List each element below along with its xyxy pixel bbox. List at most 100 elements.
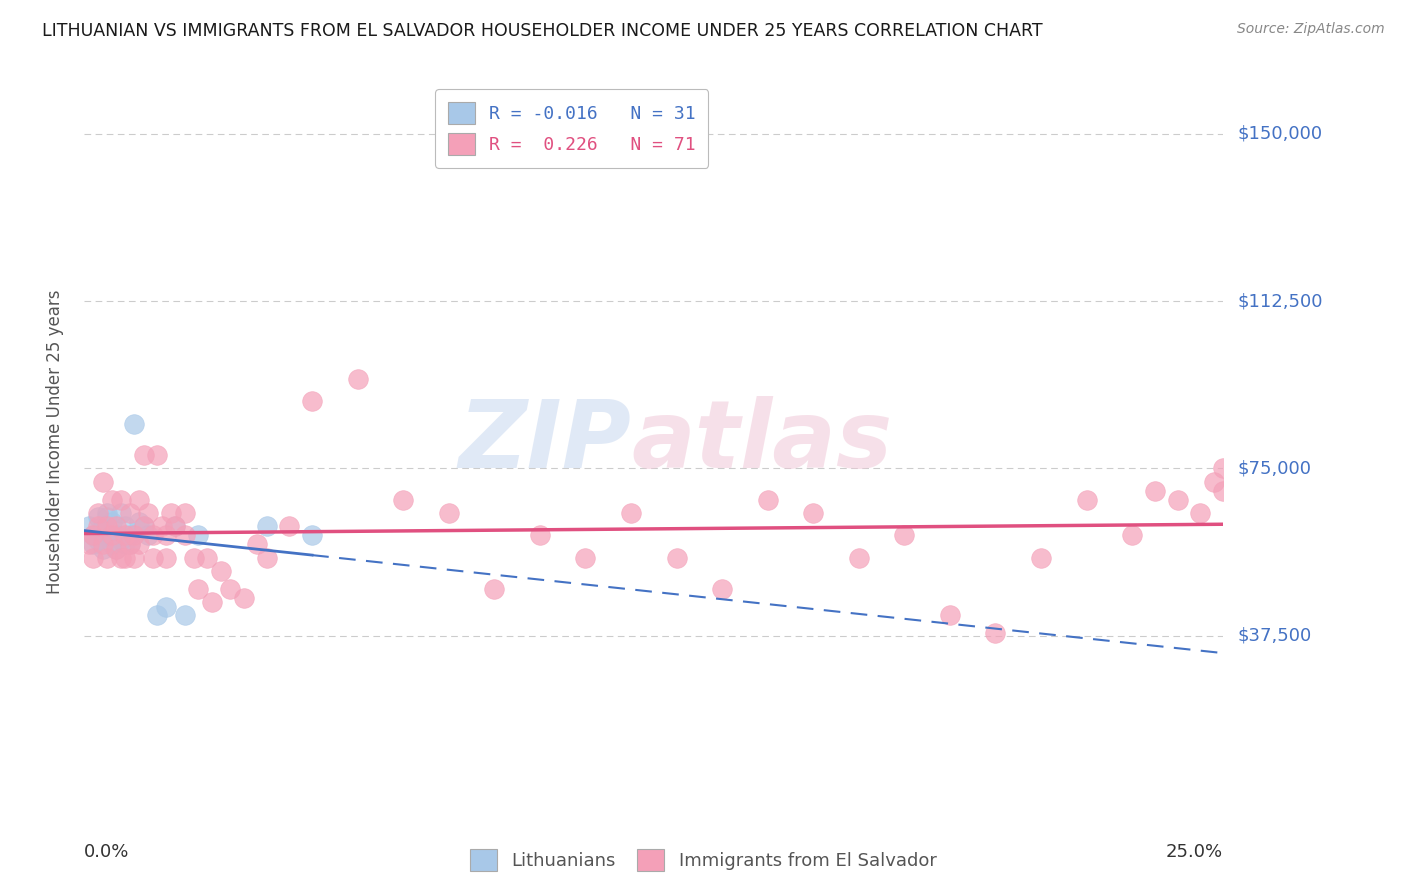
Point: [711, 582, 734, 596]
Point: [620, 506, 643, 520]
Point: [110, 492, 132, 507]
Point: [142, 528, 165, 542]
Point: [574, 550, 596, 565]
Point: [1143, 483, 1166, 498]
Point: [96, 506, 118, 520]
Point: [801, 506, 824, 520]
Text: $75,000: $75,000: [1237, 459, 1312, 477]
Point: [136, 528, 159, 542]
Text: LITHUANIAN VS IMMIGRANTS FROM EL SALVADOR HOUSEHOLDER INCOME UNDER 25 YEARS CORR: LITHUANIAN VS IMMIGRANTS FROM EL SALVADO…: [42, 22, 1043, 40]
Point: [278, 519, 301, 533]
Text: 25.0%: 25.0%: [1166, 843, 1223, 861]
Point: [105, 541, 128, 556]
Point: [301, 394, 323, 409]
Y-axis label: Householder Income Under 25 years: Householder Income Under 25 years: [45, 289, 63, 594]
Point: [1204, 475, 1226, 489]
Point: [665, 550, 688, 565]
Point: [124, 528, 146, 542]
Point: [893, 528, 915, 542]
Point: [91, 541, 114, 556]
Point: [77, 519, 100, 533]
Point: [256, 519, 278, 533]
Legend: Lithuanians, Immigrants from El Salvador: Lithuanians, Immigrants from El Salvador: [463, 842, 943, 879]
Point: [128, 537, 150, 551]
Point: [160, 506, 183, 520]
Point: [96, 528, 118, 542]
Text: Source: ZipAtlas.com: Source: ZipAtlas.com: [1237, 22, 1385, 37]
Text: 0.0%: 0.0%: [84, 843, 129, 861]
Point: [756, 492, 779, 507]
Point: [96, 550, 118, 565]
Point: [110, 550, 132, 565]
Point: [77, 537, 100, 551]
Point: [529, 528, 551, 542]
Point: [105, 528, 128, 542]
Point: [346, 372, 368, 386]
Point: [1121, 528, 1143, 542]
Point: [87, 533, 110, 547]
Point: [437, 506, 460, 520]
Point: [118, 537, 141, 551]
Point: [87, 506, 110, 520]
Point: [132, 519, 155, 533]
Point: [256, 550, 278, 565]
Text: atlas: atlas: [631, 395, 893, 488]
Point: [118, 537, 141, 551]
Point: [91, 475, 114, 489]
Point: [246, 537, 269, 551]
Point: [100, 528, 122, 542]
Point: [114, 537, 136, 551]
Point: [82, 537, 104, 551]
Point: [132, 519, 155, 533]
Point: [1212, 461, 1234, 475]
Point: [201, 595, 224, 609]
Point: [392, 492, 415, 507]
Point: [146, 448, 169, 462]
Point: [128, 515, 150, 529]
Point: [165, 519, 187, 533]
Point: [82, 550, 104, 565]
Point: [1029, 550, 1052, 565]
Point: [114, 519, 136, 533]
Point: [150, 519, 173, 533]
Point: [105, 541, 128, 556]
Point: [939, 608, 962, 623]
Point: [118, 528, 141, 542]
Point: [1167, 492, 1189, 507]
Point: [1189, 506, 1212, 520]
Point: [232, 591, 254, 605]
Point: [209, 564, 232, 578]
Point: [110, 506, 132, 520]
Point: [173, 506, 195, 520]
Point: [91, 537, 114, 551]
Point: [114, 550, 136, 565]
Point: [1076, 492, 1098, 507]
Point: [1212, 483, 1234, 498]
Text: $112,500: $112,500: [1237, 292, 1323, 310]
Text: $150,000: $150,000: [1237, 125, 1322, 143]
Point: [132, 448, 155, 462]
Point: [173, 528, 195, 542]
Point: [142, 550, 165, 565]
Point: [114, 528, 136, 542]
Point: [82, 528, 104, 542]
Point: [155, 599, 177, 614]
Point: [110, 533, 132, 547]
Text: $37,500: $37,500: [1237, 626, 1312, 645]
Point: [100, 537, 122, 551]
Point: [195, 550, 218, 565]
Point: [484, 582, 506, 596]
Point: [146, 608, 169, 623]
Point: [87, 510, 110, 524]
Point: [848, 550, 870, 565]
Point: [124, 550, 146, 565]
Text: ZIP: ZIP: [458, 395, 631, 488]
Point: [91, 519, 114, 533]
Point: [118, 506, 141, 520]
Point: [100, 515, 122, 529]
Point: [155, 550, 177, 565]
Point: [96, 510, 118, 524]
Point: [301, 528, 323, 542]
Point: [82, 528, 104, 542]
Point: [187, 528, 209, 542]
